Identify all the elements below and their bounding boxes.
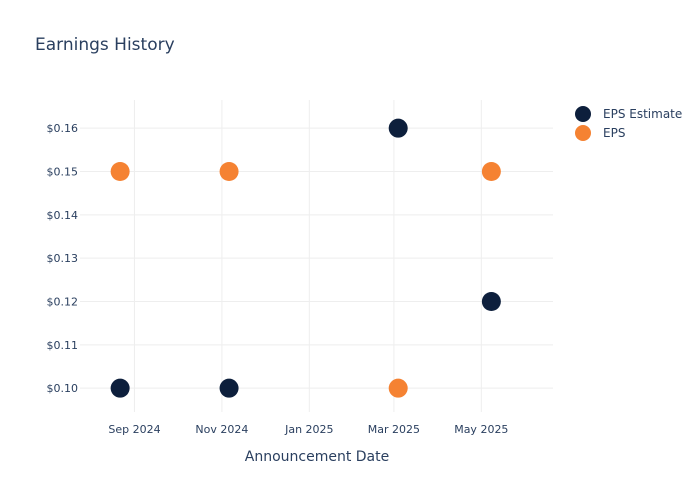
y-tick-label: $0.12 [47,296,79,309]
y-tick-label: $0.13 [47,252,79,265]
data-point[interactable] [110,162,130,181]
x-tick-label: May 2025 [454,423,508,436]
data-point[interactable] [481,162,501,181]
legend-label: EPS Estimate [603,107,682,121]
legend[interactable]: EPS Estimate EPS [575,106,682,141]
legend-marker [575,106,591,122]
data-point[interactable] [388,118,408,138]
tick-label-layer: $0.10 $0.11 $0.12 $0.13 $0.14 $0.15 $0.16 Sep 2… [47,122,509,436]
series-eps [110,162,501,398]
data-point[interactable] [110,378,130,398]
legend-item[interactable]: EPS Estimate [575,106,682,122]
data-point[interactable] [481,292,501,311]
x-axis-title: Announcement Date [245,449,389,465]
grid-layer [80,100,553,412]
data-points-layer [110,118,501,398]
y-tick-label: $0.14 [47,209,79,222]
legend-marker [575,125,591,141]
x-tick-label: Mar 2025 [368,423,420,436]
series-eps-estimate [110,118,501,398]
chart-title: Earnings History [35,35,175,55]
legend-label: EPS [603,126,625,140]
data-point[interactable] [219,162,239,181]
y-tick-label: $0.11 [47,339,79,352]
legend-item[interactable]: EPS [575,125,625,141]
x-tick-label: Jan 2025 [284,423,333,436]
data-point[interactable] [388,378,408,398]
x-tick-label: Sep 2024 [108,423,160,436]
x-tick-label: Nov 2024 [195,423,248,436]
y-tick-label: $0.15 [47,166,79,179]
data-point[interactable] [219,378,239,398]
y-tick-label: $0.16 [47,122,79,135]
y-tick-label: $0.10 [47,382,79,395]
